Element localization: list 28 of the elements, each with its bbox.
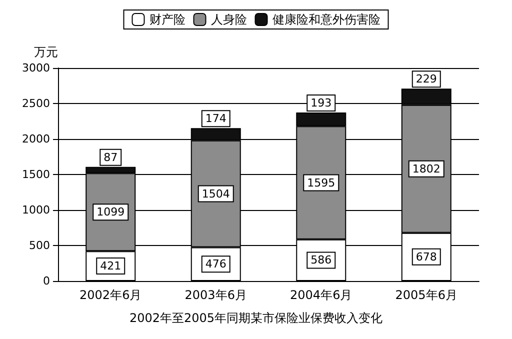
- data-label: 586: [310, 254, 332, 267]
- legend-label: 健康险和意外伤害险: [272, 12, 380, 26]
- data-label: 193: [310, 96, 332, 110]
- y-tick-label: 500: [29, 239, 50, 252]
- data-label: 229: [416, 72, 437, 86]
- data-label: 1504: [202, 187, 230, 200]
- y-tick-label: 1500: [22, 168, 50, 181]
- data-label: 678: [416, 250, 437, 264]
- text: 2002年至2005年同期某市保险业保费收入变化: [129, 311, 383, 325]
- data-label: 174: [205, 112, 226, 126]
- data-label: 87: [104, 150, 118, 164]
- data-label: 1099: [96, 206, 125, 219]
- x-tick-label: 2004年6月: [290, 288, 352, 302]
- y-tick-label: 3000: [22, 62, 50, 74]
- legend-label: 财产险: [149, 12, 186, 26]
- data-label: 476: [205, 258, 226, 271]
- y-tick-label: 2500: [22, 97, 50, 110]
- x-tick-label: 2003年6月: [184, 288, 247, 302]
- x-tick-label: 2005年6月: [395, 288, 458, 302]
- data-label: 421: [100, 260, 122, 273]
- y-axis-title: 万元: [34, 45, 58, 59]
- y-tick-label: 0: [43, 274, 50, 288]
- x-tick-label: 2002年6月: [80, 288, 142, 302]
- data-label: 1802: [412, 162, 440, 176]
- legend-label: 人身险: [210, 12, 247, 26]
- y-tick-label: 1000: [22, 204, 50, 216]
- y-tick-label: 2000: [22, 132, 50, 146]
- data-label: 1595: [307, 176, 336, 190]
